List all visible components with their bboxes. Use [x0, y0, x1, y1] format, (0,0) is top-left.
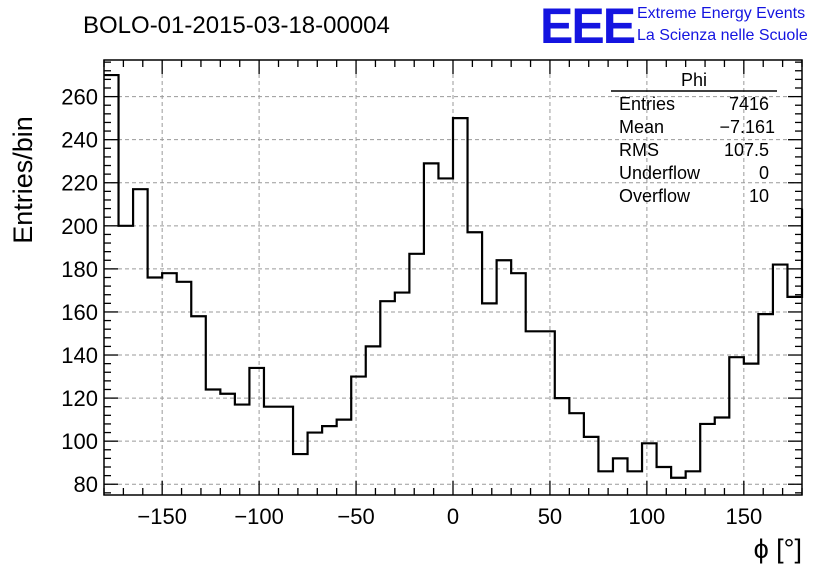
logo-line-2: La Scienza nelle Scuole [637, 27, 808, 44]
histogram-bin [119, 226, 134, 495]
histogram-bin [191, 316, 206, 495]
histogram-bin [584, 437, 599, 495]
stats-label-underflow: Underflow [619, 163, 701, 183]
x-tick-label: −50 [337, 504, 374, 529]
eee-logo: EEE Extreme Energy Events La Scienza nel… [540, 0, 808, 54]
histogram-bin [613, 458, 628, 495]
histogram-bin [395, 293, 410, 495]
histogram-bin [148, 278, 163, 496]
histogram-bin [526, 331, 541, 495]
histogram-bin [424, 163, 439, 495]
histogram-bin [511, 273, 526, 495]
y-tick-label: 200 [61, 214, 98, 239]
histogram-bin [671, 478, 686, 495]
label-layer: −150 −100 −50 0 50 100 150 80 100 120 140 160 180 200… [61, 85, 762, 529]
histogram-bin [308, 433, 323, 495]
y-axis-title: Entries/bin [8, 116, 38, 244]
y-tick-label: 260 [61, 85, 98, 110]
histogram-bin [206, 389, 221, 495]
histogram-bin [453, 118, 468, 495]
histogram-bin [628, 471, 643, 495]
histogram-bin [162, 273, 177, 495]
histogram-bin [555, 398, 570, 495]
x-tick-label: 100 [629, 504, 666, 529]
histogram-bin [409, 254, 424, 495]
y-tick-label: 80 [74, 472, 98, 497]
histogram-outline [104, 73, 804, 479]
y-tick-label: 100 [61, 429, 98, 454]
histogram-bin [220, 394, 235, 495]
stats-value-entries: 7416 [729, 94, 769, 114]
histogram-bin [598, 471, 613, 495]
tick-layer [103, 60, 803, 495]
logo-mark: EEE [540, 0, 635, 54]
histogram-bin [380, 301, 395, 495]
histogram-bin [497, 260, 512, 495]
histogram-bin [366, 346, 381, 495]
x-tick-label: 150 [725, 504, 762, 529]
stats-value-rms: 107.5 [724, 140, 769, 160]
y-tick-label: 180 [61, 257, 98, 282]
histogram-bin [787, 297, 802, 495]
histogram-bin [482, 303, 497, 495]
histogram-bin [177, 282, 192, 495]
histogram-bin [249, 368, 264, 495]
histogram-bin [729, 357, 744, 495]
x-tick-label: 0 [447, 504, 459, 529]
stats-value-underflow: 0 [759, 163, 769, 183]
stats-label-overflow: Overflow [619, 186, 691, 206]
histogram-bin [657, 467, 672, 495]
histogram-bin [642, 443, 657, 495]
stats-label-mean: Mean [619, 117, 664, 137]
y-tick-label: 140 [61, 343, 98, 368]
histogram-bin [337, 420, 352, 495]
logo-line-1: Extreme Energy Events [637, 5, 805, 22]
histogram-bin [322, 426, 337, 495]
stats-name: Phi [681, 70, 707, 90]
histogram-bin [700, 424, 715, 495]
histogram-bin [686, 471, 701, 495]
chart-title: BOLO-01-2015-03-18-00004 [83, 12, 390, 39]
histogram-bin [279, 407, 294, 495]
stats-value-mean: −7.161 [719, 117, 775, 137]
x-tick-label: −150 [137, 504, 187, 529]
stats-label-entries: Entries [619, 94, 675, 114]
y-tick-label: 120 [61, 386, 98, 411]
x-tick-label: −100 [234, 504, 284, 529]
stats-box: Phi Entries 7416 Mean −7.161 RMS 107.5 U… [611, 70, 777, 206]
histogram-bin [540, 331, 555, 495]
histogram-bin [715, 417, 730, 495]
stats-value-overflow: 10 [749, 186, 769, 206]
histogram-bin [744, 364, 759, 495]
histogram-bin [773, 265, 788, 495]
histogram-bin [569, 413, 584, 495]
histogram-bin [438, 178, 453, 495]
histogram-bin [264, 407, 279, 495]
y-tick-label: 240 [61, 128, 98, 153]
histogram-bin [468, 232, 483, 495]
histogram-bin [351, 377, 366, 495]
histogram-bin [293, 454, 308, 495]
y-tick-label: 220 [61, 171, 98, 196]
histogram-bin [133, 189, 148, 495]
x-axis-title: ϕ [°] [754, 534, 802, 564]
x-tick-label: 50 [538, 504, 562, 529]
histogram-layer [104, 73, 804, 496]
histogram-bin [235, 405, 250, 495]
histogram-bin [758, 314, 773, 495]
stats-label-rms: RMS [619, 140, 659, 160]
y-tick-label: 160 [61, 300, 98, 325]
